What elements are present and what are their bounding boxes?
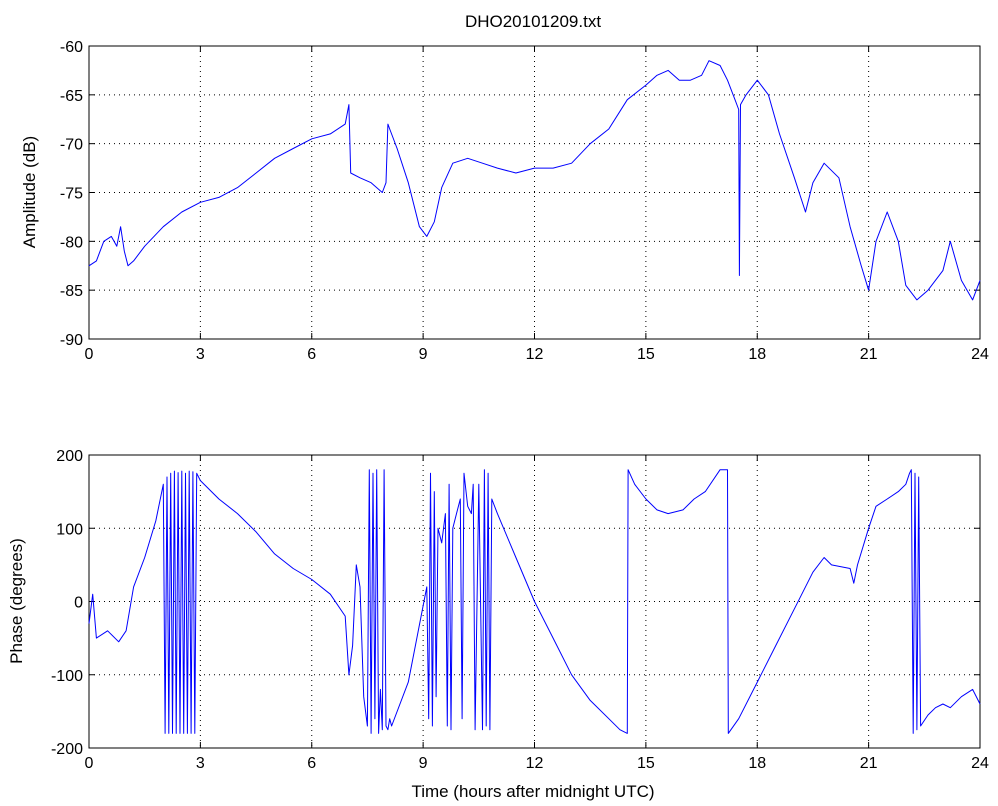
- phase-panel: 0 3 6 9 12 15 18 21 24 -200 -100 0 100 200: [51, 448, 989, 772]
- phase-y-tick-label: 0: [74, 595, 83, 612]
- chart-title: DHO20101209.txt: [465, 12, 601, 31]
- amplitude-x-tick-label: 9: [419, 346, 428, 363]
- phase-y-axis-label: Phase (degrees): [7, 538, 26, 664]
- amplitude-x-tick-label: 15: [637, 346, 655, 363]
- amplitude-x-tick-label: 0: [85, 346, 94, 363]
- phase-y-tick-label: -100: [51, 668, 83, 685]
- phase-x-tick-label: 24: [971, 755, 989, 772]
- amplitude-y-tick-label: -80: [60, 234, 83, 251]
- amplitude-x-tick-label: 21: [860, 346, 878, 363]
- amplitude-x-tick-label: 18: [748, 346, 766, 363]
- phase-y-tick-label: 100: [56, 521, 83, 538]
- phase-x-tick-label: 6: [307, 755, 316, 772]
- phase-y-tick-label: -200: [51, 741, 83, 758]
- amplitude-x-tick-label: 3: [196, 346, 205, 363]
- amplitude-y-axis-label: Amplitude (dB): [20, 136, 39, 248]
- amplitude-y-tick-label: -75: [60, 186, 83, 203]
- amplitude-series-line: [88, 60, 981, 301]
- phase-x-tick-label: 9: [419, 755, 428, 772]
- amplitude-x-tick-label: 6: [307, 346, 316, 363]
- phase-x-tick-label: 15: [637, 755, 655, 772]
- phase-x-tick-label: 18: [748, 755, 766, 772]
- amplitude-y-tick-label: -90: [60, 332, 83, 349]
- phase-x-tick-label: 3: [196, 755, 205, 772]
- amplitude-y-tick-label: -60: [60, 39, 83, 56]
- amplitude-x-tick-label: 24: [971, 346, 989, 363]
- amplitude-x-tick-label: 12: [526, 346, 544, 363]
- phase-x-tick-label: 0: [85, 755, 94, 772]
- phase-x-axis-label: Time (hours after midnight UTC): [411, 782, 654, 801]
- phase-x-tick-label: 21: [860, 755, 878, 772]
- phase-x-tick-label: 12: [526, 755, 544, 772]
- amplitude-y-tick-label: -65: [60, 88, 83, 105]
- amplitude-y-tick-label: -70: [60, 137, 83, 154]
- amplitude-y-tick-label: -85: [60, 283, 83, 300]
- amplitude-panel: 0 3 6 9 12 15 18 21 24 -90 -85 -80 -75 -70 -65 -60: [60, 39, 989, 363]
- phase-series-line: [88, 469, 981, 734]
- phase-y-tick-label: 200: [56, 448, 83, 465]
